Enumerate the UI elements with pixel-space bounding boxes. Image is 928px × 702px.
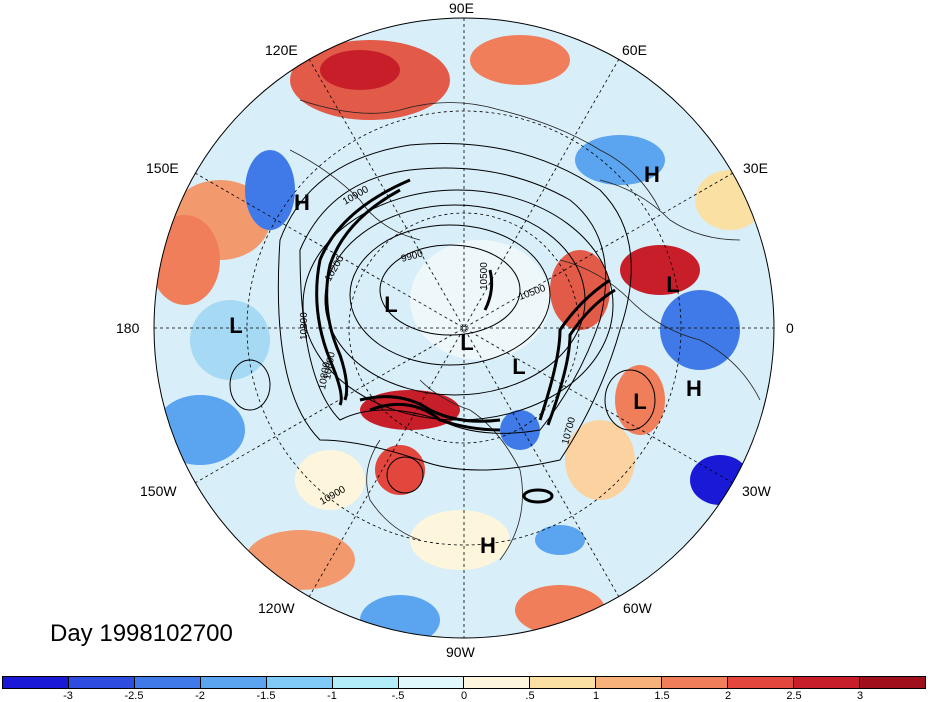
contour-label: 10800	[322, 351, 338, 381]
colorbar-tick-label: .5	[525, 690, 535, 702]
lon-label-150e: 150E	[146, 160, 179, 176]
lon-label-30e: 30E	[743, 160, 768, 176]
colorbar-swatch	[728, 677, 795, 688]
height-contours	[229, 142, 656, 494]
low-pressure-center: L	[229, 313, 242, 338]
colorbar-tick-label: 1	[592, 690, 600, 702]
contour-label: 10800	[317, 361, 333, 391]
colorbar-swatch	[464, 677, 531, 688]
colorbar-swatch	[530, 677, 597, 688]
colorbar-swatch	[332, 677, 399, 688]
lon-label-30w: 30W	[742, 483, 771, 499]
colorbar-swatch	[3, 677, 69, 688]
low-pressure-center: L	[512, 354, 525, 379]
contour-label: 10800	[299, 312, 310, 340]
high-pressure-center: H	[686, 376, 702, 401]
colorbar-tick-label: -2	[195, 690, 205, 702]
date-label: Day 1998102700	[50, 620, 233, 647]
colorbar-tick-label: 0	[460, 690, 468, 702]
colorbar-swatch	[596, 677, 663, 688]
lon-label-120e: 120E	[265, 42, 298, 58]
lon-label-120w: 120W	[258, 600, 295, 616]
lon-label-90e: 90E	[449, 0, 474, 16]
coastlines	[289, 99, 761, 561]
low-pressure-center: L	[666, 272, 679, 297]
colorbar-tick-label: 2	[724, 690, 732, 702]
colorbar-swatch	[134, 677, 201, 688]
lon-label-180: 180	[116, 320, 140, 336]
lon-label-60e: 60E	[622, 42, 647, 58]
colorbar-tick-label: 3	[856, 690, 864, 702]
jet-contours	[315, 178, 616, 504]
colorbar-swatch	[398, 677, 465, 688]
low-pressure-center: L	[460, 330, 473, 355]
colorbar-tick-label: -.5	[391, 690, 405, 702]
colorbar-tick-label: -2.5	[124, 690, 144, 702]
colorbar-tick-label: -3	[63, 690, 73, 702]
colorbar-swatch	[662, 677, 729, 688]
colorbar-tick-label: -1	[327, 690, 337, 702]
high-pressure-center: H	[480, 533, 496, 558]
colorbar-tick-label: 1.5	[654, 690, 670, 702]
lon-label-60w: 60W	[623, 600, 652, 616]
colorbar-swatch	[68, 677, 135, 688]
colorbar	[2, 676, 926, 689]
colorbar-tick-label: 2.5	[786, 690, 802, 702]
lon-label-150w: 150W	[140, 483, 177, 499]
colorbar-swatch	[794, 677, 860, 688]
high-pressure-center: H	[294, 190, 310, 215]
colorbar-tick-label: -1.5	[256, 690, 276, 702]
lon-label-90w: 90W	[446, 644, 475, 660]
high-pressure-center: H	[644, 162, 660, 187]
map-boundary	[153, 17, 775, 639]
colorbar-swatch	[266, 677, 333, 688]
contour-label: 10500	[479, 262, 490, 290]
low-pressure-center: L	[633, 389, 646, 414]
low-pressure-center: L	[384, 292, 397, 317]
colorbar-swatch	[859, 677, 925, 688]
colorbar-swatch	[200, 677, 267, 688]
polar-map: 10900 9900 10200 10500 10800 10700 10800…	[153, 17, 775, 639]
lon-label-0: 0	[786, 320, 794, 336]
